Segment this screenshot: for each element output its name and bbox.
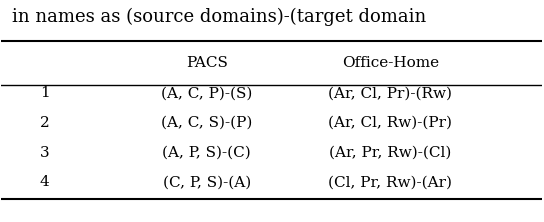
- Text: in names as (source domains)-(target domain: in names as (source domains)-(target dom…: [12, 8, 426, 26]
- Text: (Ar, Cl, Pr)-(Rw): (Ar, Cl, Pr)-(Rw): [328, 86, 452, 101]
- Text: 4: 4: [40, 175, 50, 189]
- Text: (A, P, S)-(C): (A, P, S)-(C): [162, 146, 251, 160]
- Text: (C, P, S)-(A): (C, P, S)-(A): [163, 175, 251, 189]
- Text: (Cl, Pr, Rw)-(Ar): (Cl, Pr, Rw)-(Ar): [328, 175, 452, 189]
- Text: (Ar, Pr, Rw)-(Cl): (Ar, Pr, Rw)-(Cl): [329, 146, 452, 160]
- Text: (A, C, P)-(S): (A, C, P)-(S): [161, 86, 252, 101]
- Text: (A, C, S)-(P): (A, C, S)-(P): [161, 116, 252, 130]
- Text: 1: 1: [40, 86, 50, 101]
- Text: PACS: PACS: [186, 56, 227, 70]
- Text: (Ar, Cl, Rw)-(Pr): (Ar, Cl, Rw)-(Pr): [328, 116, 452, 130]
- Text: 2: 2: [40, 116, 50, 130]
- Text: Office-Home: Office-Home: [342, 56, 439, 70]
- Text: 3: 3: [40, 146, 50, 160]
